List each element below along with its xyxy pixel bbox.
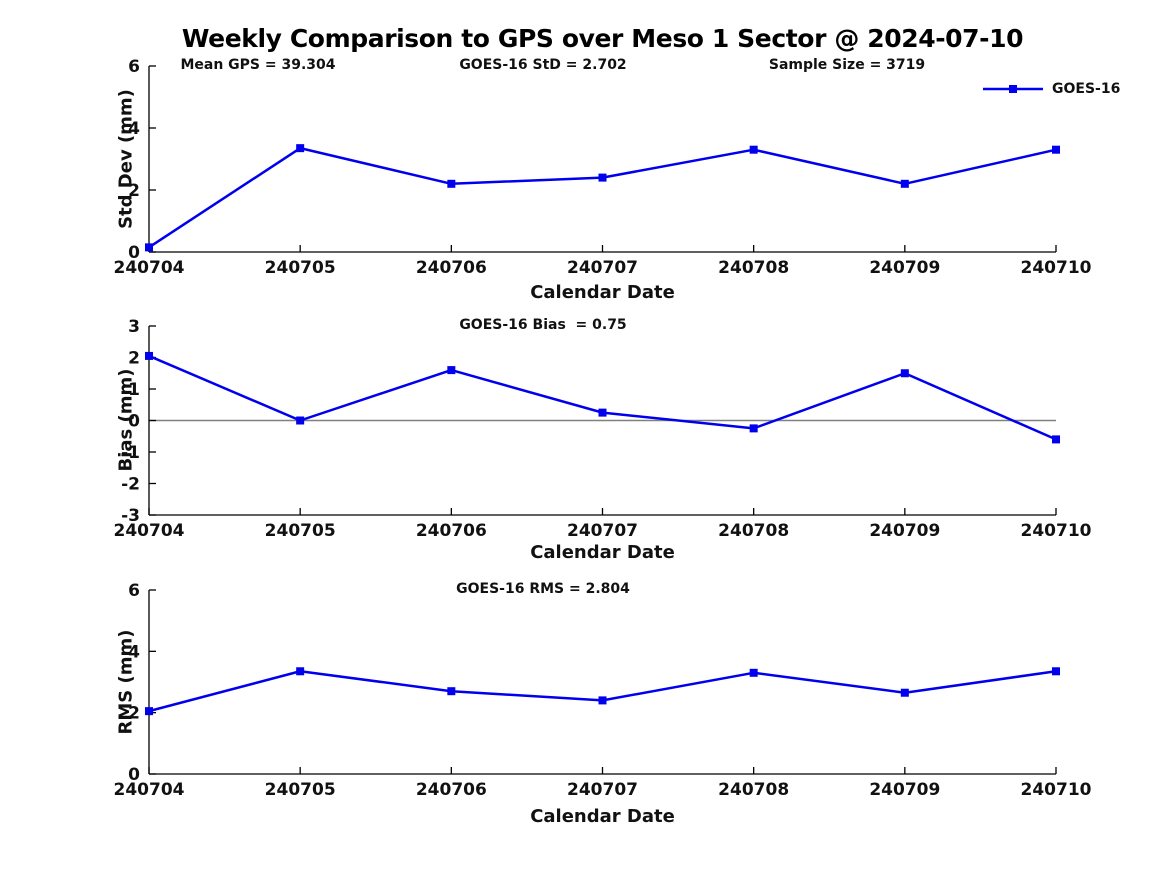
data-point-marker (145, 243, 153, 252)
legend-marker (1009, 85, 1017, 93)
y-tick-label: -1 (121, 443, 140, 463)
y-tick-label: 1 (128, 380, 140, 400)
data-point-marker (1052, 145, 1060, 154)
x-tick-label: 240705 (265, 780, 336, 800)
annotation-goes16-bias: GOES-16 Bias = 0.75 (459, 317, 627, 333)
data-point-marker (145, 351, 153, 360)
y-tick-label: -2 (121, 475, 140, 495)
x-tick-label: 240706 (416, 780, 487, 800)
data-point-marker (598, 173, 607, 182)
plot-area-rms: 0 2 4 6 240704 240705 240706 240707 240708 240709… (114, 581, 1092, 800)
x-tick-label: 240710 (1021, 258, 1092, 278)
data-point-marker (598, 696, 607, 705)
data-point-marker (749, 145, 758, 154)
data-point-marker (900, 179, 909, 188)
x-axis-label: Calendar Date (530, 282, 675, 303)
x-tick-label: 240709 (869, 258, 940, 278)
annotation-sample-size: Sample Size = 3719 (768, 57, 926, 73)
data-point-marker (447, 179, 456, 188)
data-point-marker (1052, 667, 1060, 676)
x-tick-label: 240706 (416, 258, 487, 278)
data-point-marker (900, 688, 909, 697)
y-tick-label: 2 (128, 181, 140, 201)
data-point-marker (447, 366, 456, 375)
x-tick-label: 240705 (265, 521, 336, 541)
data-point-marker (900, 369, 909, 378)
x-tick-label: 240704 (114, 521, 185, 541)
legend-line-marker-icon (983, 85, 1043, 93)
y-tick-label: 4 (128, 642, 140, 662)
x-tick-label: 240707 (567, 258, 638, 278)
plot-area-std-dev: 0 2 4 6 240704 240705 240706 240707 240708 240709… (114, 57, 1092, 278)
data-point-marker (598, 408, 607, 417)
x-tick-label: 240704 (114, 780, 185, 800)
data-point-marker (447, 687, 456, 696)
series-line-GOES-16 (148, 354, 1057, 441)
series-line-GOES-16 (148, 146, 1057, 249)
y-tick-label: 0 (128, 243, 140, 263)
chart-std-dev: Std Dev (mm) 0 2 4 6 240704 240705 240706 24070… (0, 55, 1167, 305)
data-point-marker (296, 416, 305, 425)
series-line-GOES-16 (148, 670, 1057, 713)
y-tick-label: 3 (128, 317, 140, 337)
x-tick-label: 240705 (265, 258, 336, 278)
data-point-marker (1052, 435, 1060, 444)
y-tick-label: 2 (128, 349, 140, 369)
x-tick-label: 240708 (718, 780, 789, 800)
x-axis-label: Calendar Date (530, 806, 675, 827)
x-tick-label: 240708 (718, 521, 789, 541)
x-tick-label: 240707 (567, 780, 638, 800)
data-point-marker (749, 668, 758, 677)
data-point-marker (296, 667, 305, 676)
x-tick-label: 240710 (1021, 780, 1092, 800)
x-axis-label: Calendar Date (530, 542, 675, 563)
x-tick-label: 240706 (416, 521, 487, 541)
x-tick-label: 240710 (1021, 521, 1092, 541)
y-tick-label: 4 (128, 119, 140, 139)
data-point-marker (145, 707, 153, 716)
annotation-goes16-std: GOES-16 StD = 2.702 (459, 57, 627, 73)
y-tick-label: 6 (128, 581, 140, 601)
x-tick-label: 240709 (869, 780, 940, 800)
y-tick-label: -3 (121, 506, 140, 526)
y-tick-label: 2 (128, 704, 140, 724)
plot-area-bias: -3 -2 -1 0 1 2 3 240704 240705 240706 240707 240708… (114, 317, 1092, 541)
y-tick-label: 6 (128, 57, 140, 77)
legend: GOES-16 (983, 81, 1120, 97)
data-point-marker (749, 424, 758, 433)
x-tick-label: 240707 (567, 521, 638, 541)
annotation-mean-gps: Mean GPS = 39.304 (180, 57, 336, 73)
annotation-goes16-rms: GOES-16 RMS = 2.804 (456, 581, 630, 597)
data-point-marker (296, 144, 305, 153)
y-tick-label: 0 (128, 765, 140, 785)
legend-label: GOES-16 (1052, 81, 1121, 97)
figure-title: Weekly Comparison to GPS over Meso 1 Sec… (181, 24, 1024, 53)
x-tick-label: 240704 (114, 258, 185, 278)
chart-bias: Bias (mm) -3 -2 -1 0 1 2 3 240704 240705 240706 24… (0, 315, 1167, 565)
y-tick-label: 0 (128, 412, 140, 432)
x-tick-label: 240709 (869, 521, 940, 541)
x-tick-label: 240708 (718, 258, 789, 278)
chart-rms: RMS (mm) 0 2 4 6 240704 240705 240706 240707 240… (0, 579, 1167, 829)
